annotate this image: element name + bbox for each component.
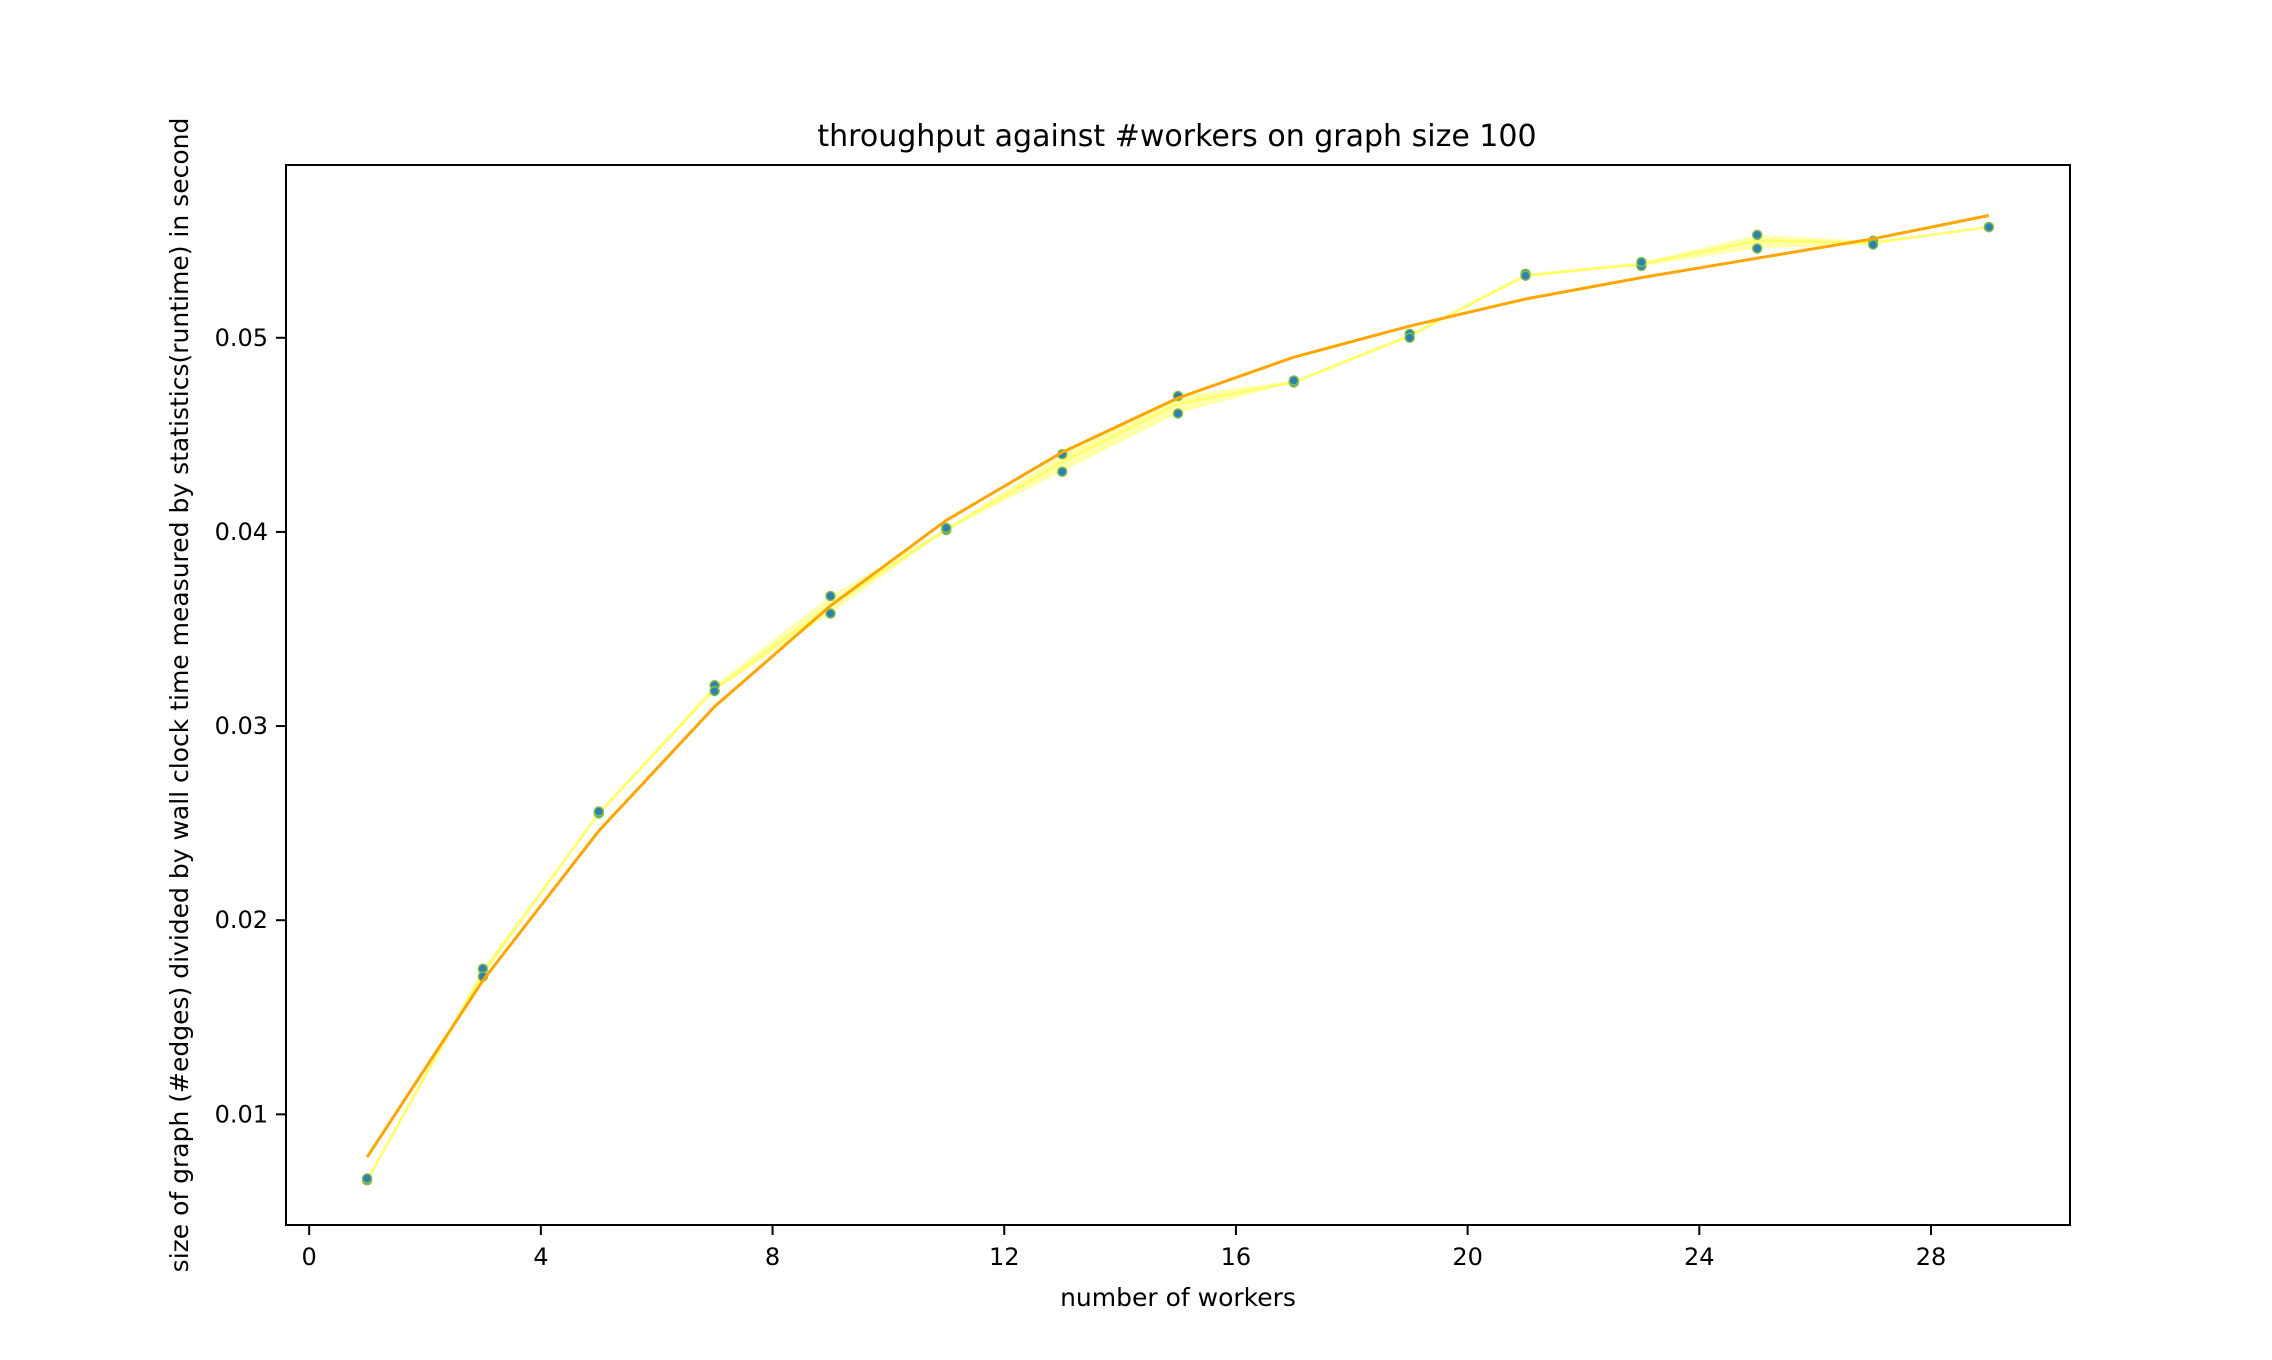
y-axis-label: size of graph (#edges) divided by wall c… xyxy=(165,118,194,1273)
x-tick-label: 24 xyxy=(1684,1243,1715,1271)
mean-line xyxy=(366,225,1990,1181)
y-tick-label: 0.04 xyxy=(215,518,268,546)
fit-line xyxy=(365,214,1990,1158)
data-point xyxy=(1288,375,1300,386)
x-axis: 0 4 8 12 16 20 24 28 xyxy=(302,1225,1947,1271)
x-tick-label: 4 xyxy=(533,1243,548,1271)
data-point xyxy=(1867,239,1879,250)
y-tick-label: 0.03 xyxy=(215,712,268,740)
data-point xyxy=(1404,332,1415,344)
data-point xyxy=(1172,408,1184,419)
data-point xyxy=(361,1173,373,1184)
y-tick-label: 0.05 xyxy=(215,324,268,352)
x-tick-label: 8 xyxy=(765,1243,780,1271)
data-point xyxy=(1751,243,1763,254)
data-point xyxy=(825,590,836,602)
y-tick-label: 0.02 xyxy=(215,906,268,934)
x-tick-label: 16 xyxy=(1221,1243,1252,1271)
plot-frame xyxy=(285,164,2071,1226)
data-point xyxy=(1056,466,1068,477)
data-point xyxy=(941,522,952,534)
data-point xyxy=(1520,270,1531,281)
data-point xyxy=(1751,229,1763,241)
x-tick-label: 28 xyxy=(1916,1243,1947,1271)
data-point xyxy=(825,608,836,619)
data-point xyxy=(1983,221,1995,233)
confidence-band xyxy=(367,227,1989,1181)
x-tick-label: 12 xyxy=(989,1243,1020,1271)
data-point xyxy=(1636,256,1647,268)
x-tick-label: 20 xyxy=(1452,1243,1483,1271)
x-tick-label: 0 xyxy=(302,1243,317,1271)
y-tick-label: 0.01 xyxy=(215,1100,268,1128)
plot-content xyxy=(361,214,1995,1186)
y-axis: 0.01 0.02 0.03 0.04 0.05 xyxy=(215,324,286,1128)
chart-title: throughput against #workers on graph siz… xyxy=(817,119,1536,154)
x-axis-label: number of workers xyxy=(1060,1283,1296,1312)
data-point xyxy=(593,806,605,817)
data-point xyxy=(709,685,720,697)
